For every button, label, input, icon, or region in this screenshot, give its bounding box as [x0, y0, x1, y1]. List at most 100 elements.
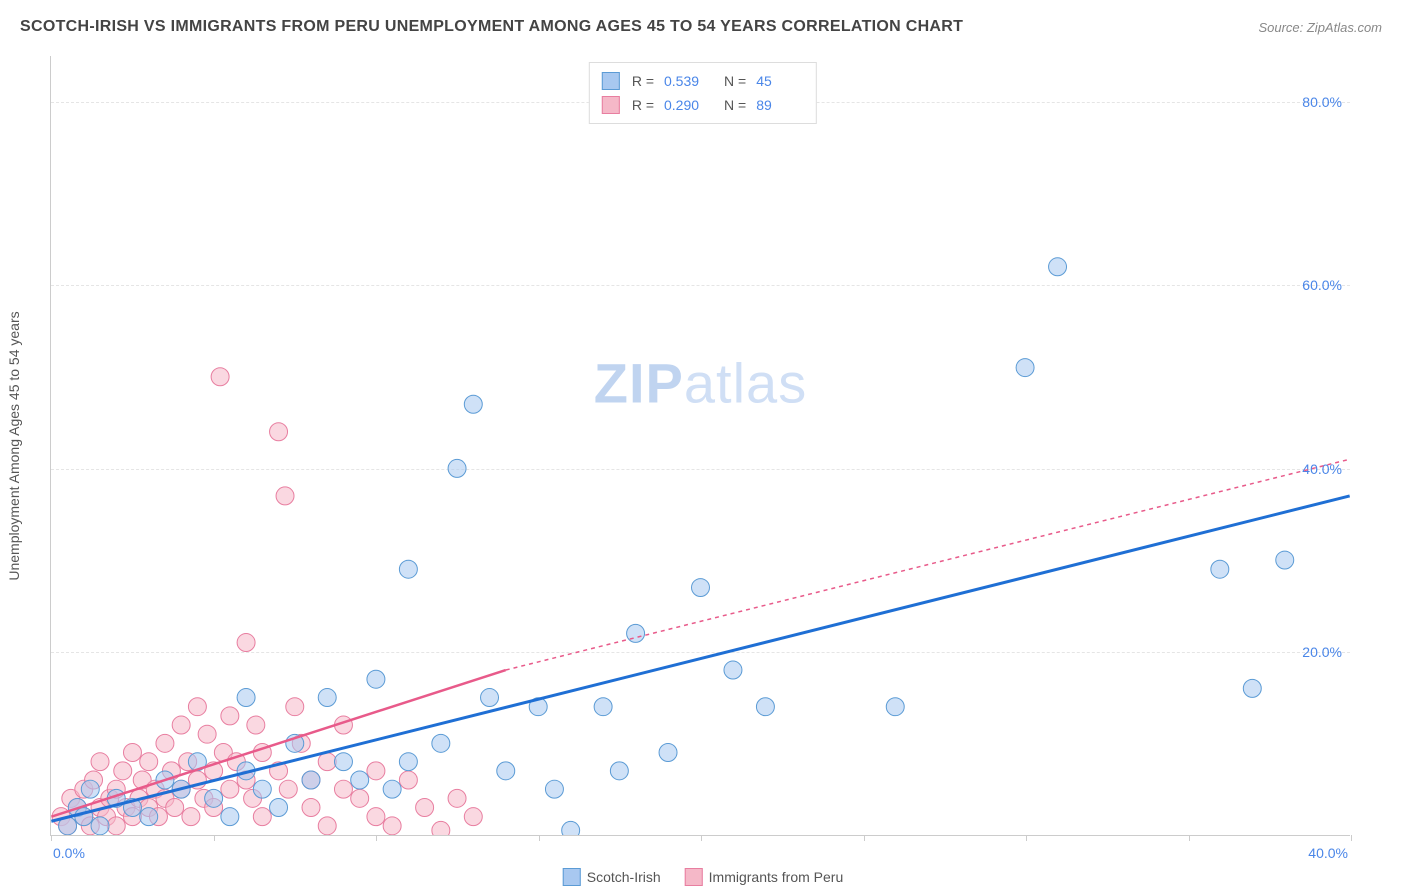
data-point: [318, 689, 336, 707]
data-point: [432, 821, 450, 835]
data-point: [114, 762, 132, 780]
x-tick: [539, 835, 540, 841]
data-point: [270, 423, 288, 441]
data-point: [247, 716, 265, 734]
source-attribution: Source: ZipAtlas.com: [1258, 20, 1382, 35]
x-tick-label: 40.0%: [1308, 845, 1348, 861]
x-tick: [864, 835, 865, 841]
data-point: [140, 808, 158, 826]
data-point: [211, 368, 229, 386]
chart-title: SCOTCH-IRISH VS IMMIGRANTS FROM PERU UNE…: [20, 18, 963, 36]
data-point: [253, 780, 271, 798]
data-point: [221, 707, 239, 725]
legend-stats: R = 0.539 N = 45 R = 0.290 N = 89: [589, 62, 817, 124]
legend-series: Scotch-Irish Immigrants from Peru: [563, 868, 844, 886]
data-point: [610, 762, 628, 780]
data-point: [383, 817, 401, 835]
data-point: [91, 753, 109, 771]
data-point: [1276, 551, 1294, 569]
data-point: [279, 780, 297, 798]
data-point: [253, 808, 271, 826]
data-point: [318, 753, 336, 771]
legend-item: Scotch-Irish: [563, 868, 661, 886]
scatter-svg: [51, 56, 1350, 835]
data-point: [416, 799, 434, 817]
data-point: [140, 753, 158, 771]
data-point: [367, 808, 385, 826]
data-point: [692, 579, 710, 597]
x-tick-label: 0.0%: [53, 845, 85, 861]
data-point: [1243, 679, 1261, 697]
data-point: [448, 459, 466, 477]
data-point: [221, 808, 239, 826]
data-point: [399, 771, 417, 789]
legend-label: Scotch-Irish: [587, 869, 661, 885]
data-point: [481, 689, 499, 707]
data-point: [302, 799, 320, 817]
data-point: [172, 716, 190, 734]
x-tick: [1026, 835, 1027, 841]
data-point: [594, 698, 612, 716]
data-point: [302, 771, 320, 789]
data-point: [81, 780, 99, 798]
data-point: [270, 799, 288, 817]
x-tick: [51, 835, 52, 841]
data-point: [221, 780, 239, 798]
data-point: [334, 753, 352, 771]
data-point: [1211, 560, 1229, 578]
plot-area: ZIPatlas 20.0%40.0%60.0%80.0%0.0%40.0%: [50, 56, 1350, 836]
n-value: 45: [756, 73, 804, 89]
data-point: [182, 808, 200, 826]
legend-item: Immigrants from Peru: [685, 868, 844, 886]
data-point: [367, 762, 385, 780]
data-point: [367, 670, 385, 688]
data-point: [91, 817, 109, 835]
data-point: [399, 560, 417, 578]
data-point: [724, 661, 742, 679]
r-value: 0.290: [664, 97, 712, 113]
trend-line: [51, 496, 1349, 821]
data-point: [166, 799, 184, 817]
n-value: 89: [756, 97, 804, 113]
data-point: [383, 780, 401, 798]
data-point: [1016, 359, 1034, 377]
legend-swatch: [602, 72, 620, 90]
legend-stat-row: R = 0.539 N = 45: [602, 69, 804, 93]
data-point: [432, 734, 450, 752]
legend-swatch: [685, 868, 703, 886]
data-point: [237, 689, 255, 707]
data-point: [107, 817, 125, 835]
data-point: [156, 734, 174, 752]
data-point: [1049, 258, 1067, 276]
x-tick: [1351, 835, 1352, 841]
n-label: N =: [724, 97, 746, 113]
data-point: [318, 817, 336, 835]
n-label: N =: [724, 73, 746, 89]
legend-label: Immigrants from Peru: [709, 869, 844, 885]
data-point: [562, 821, 580, 835]
data-point: [334, 780, 352, 798]
data-point: [188, 698, 206, 716]
r-label: R =: [632, 97, 654, 113]
data-point: [464, 808, 482, 826]
data-point: [464, 395, 482, 413]
r-value: 0.539: [664, 73, 712, 89]
data-point: [659, 744, 677, 762]
legend-swatch: [563, 868, 581, 886]
data-point: [497, 762, 515, 780]
legend-stat-row: R = 0.290 N = 89: [602, 93, 804, 117]
data-point: [351, 771, 369, 789]
data-point: [198, 725, 216, 743]
data-point: [756, 698, 774, 716]
r-label: R =: [632, 73, 654, 89]
x-tick: [1189, 835, 1190, 841]
data-point: [627, 624, 645, 642]
data-point: [351, 789, 369, 807]
data-point: [448, 789, 466, 807]
data-point: [399, 753, 417, 771]
data-point: [205, 789, 223, 807]
data-point: [123, 744, 141, 762]
x-tick: [376, 835, 377, 841]
data-point: [286, 698, 304, 716]
data-point: [237, 634, 255, 652]
